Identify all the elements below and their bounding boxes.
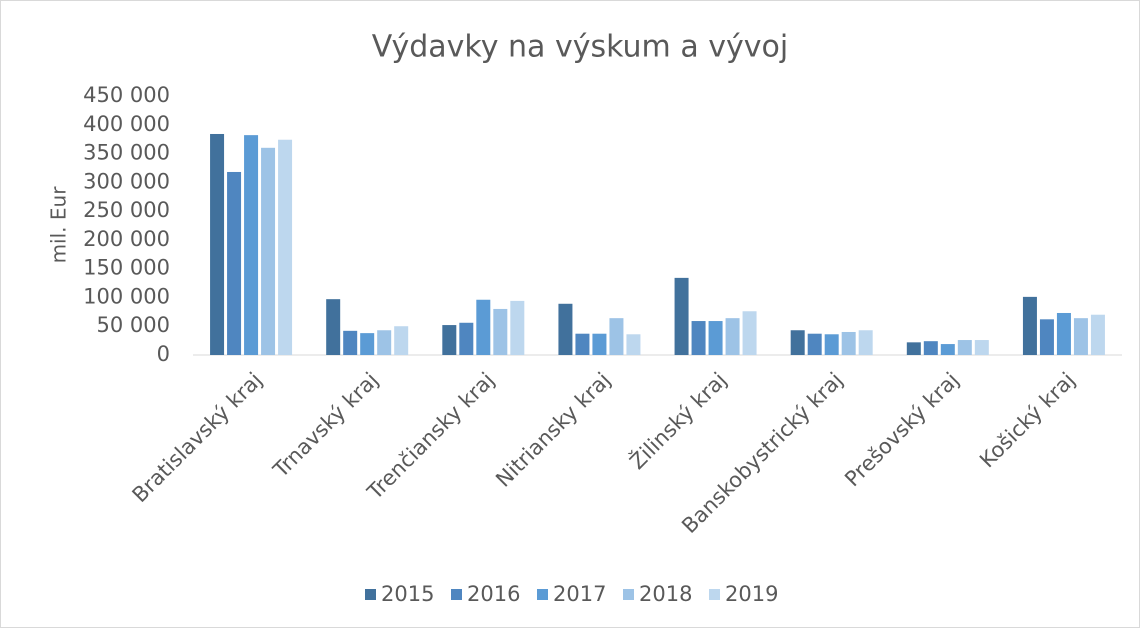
legend-swatch	[365, 589, 376, 600]
legend-label: 2015	[381, 582, 434, 606]
bar	[841, 331, 856, 355]
bar	[442, 325, 457, 355]
y-tick-label: 200 000	[83, 227, 170, 251]
bar	[940, 344, 955, 355]
y-tick-label: 300 000	[83, 169, 170, 193]
bar	[227, 171, 242, 355]
bar	[1073, 318, 1088, 355]
legend-swatch	[451, 589, 462, 600]
bar	[592, 333, 607, 355]
bar	[476, 299, 491, 355]
y-tick-label: 350 000	[83, 141, 170, 165]
y-tick-label: 100 000	[83, 284, 170, 308]
chart-title: Výdavky na výskum a vývoj	[372, 30, 788, 65]
legend-swatch	[623, 589, 634, 600]
bar	[261, 147, 276, 355]
bar	[1090, 314, 1105, 355]
bar	[906, 342, 921, 355]
bar	[360, 333, 375, 355]
bar	[326, 299, 341, 355]
bar	[278, 139, 293, 355]
bar	[807, 333, 822, 355]
bar	[1022, 296, 1037, 355]
bar	[343, 330, 358, 355]
bar	[377, 330, 392, 355]
bar	[459, 322, 474, 355]
y-axis-label: mil. Eur	[47, 186, 71, 264]
bar	[674, 277, 689, 355]
bar	[858, 330, 873, 355]
legend-label: 2016	[467, 582, 520, 606]
bar	[708, 321, 723, 355]
y-tick-label: 50 000	[97, 313, 170, 337]
bar	[575, 333, 590, 355]
legend-swatch	[537, 589, 548, 600]
y-tick-label: 250 000	[83, 198, 170, 222]
bar	[510, 300, 525, 355]
bar	[1056, 312, 1071, 355]
bar	[957, 340, 972, 355]
y-tick-label: 150 000	[83, 256, 170, 280]
bar	[394, 326, 409, 355]
bar	[210, 133, 225, 355]
bar	[626, 334, 641, 355]
legend-label: 2018	[639, 582, 692, 606]
y-tick-label: 400 000	[83, 112, 170, 136]
bar	[725, 318, 740, 355]
y-tick-label: 0	[157, 342, 170, 366]
legend-label: 2019	[725, 582, 778, 606]
bar	[790, 330, 805, 355]
bar	[493, 308, 508, 355]
legend-label: 2017	[553, 582, 606, 606]
bar	[742, 311, 757, 355]
bar	[1039, 319, 1054, 355]
bar	[558, 303, 573, 355]
bar	[691, 321, 706, 355]
bar	[923, 341, 938, 355]
y-tick-label: 450 000	[83, 83, 170, 107]
bar	[244, 135, 259, 355]
bar	[609, 318, 624, 355]
bar	[974, 340, 989, 355]
bar	[824, 334, 839, 355]
legend-swatch	[709, 589, 720, 600]
